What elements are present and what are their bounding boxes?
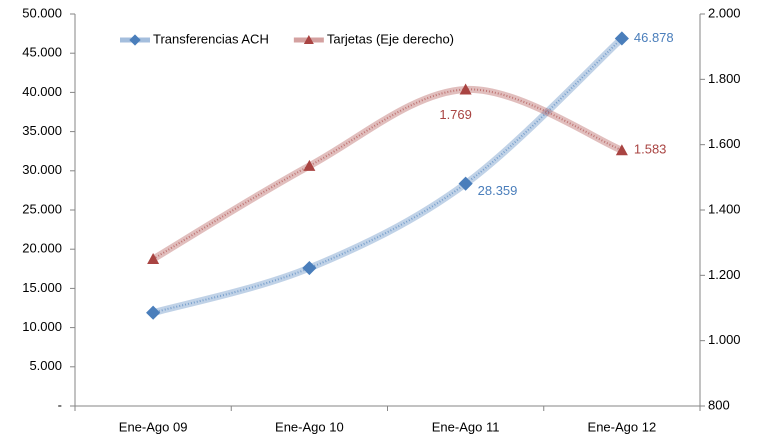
y-tick-label: 15.000 — [22, 280, 62, 295]
x-tick-label: Ene-Ago 11 — [432, 419, 500, 434]
y2-tick-label: 1.600 — [708, 136, 741, 151]
data-label: 46.878 — [634, 30, 674, 45]
y2-tick-label: 1.200 — [708, 267, 741, 282]
series-line — [152, 88, 623, 260]
data-label: 28.359 — [478, 183, 518, 198]
marker — [459, 83, 472, 95]
y-tick-label: 40.000 — [22, 84, 62, 99]
legend-label: Transferencias ACH — [153, 31, 269, 46]
x-tick-label: Ene-Ago 12 — [588, 419, 657, 434]
series-line — [152, 37, 623, 314]
data-label: 1.583 — [634, 142, 667, 157]
marker — [146, 305, 161, 320]
marker — [458, 176, 473, 191]
data-label: 1.769 — [439, 107, 472, 122]
y-tick-label: 35.000 — [22, 123, 62, 138]
y2-tick-label: 1.400 — [708, 201, 741, 216]
y2-tick-label: 800 — [708, 397, 730, 412]
line-halo — [152, 35, 625, 317]
y-tick-label: 25.000 — [22, 201, 62, 216]
y-tick-label: 10.000 — [22, 319, 62, 334]
x-tick-label: Ene-Ago 09 — [119, 419, 188, 434]
marker — [615, 144, 628, 156]
y2-tick-label: 1.800 — [708, 71, 741, 86]
legend-marker — [303, 35, 314, 44]
y-tick-label: 30.000 — [22, 162, 62, 177]
marker — [614, 31, 629, 46]
x-tick-label: Ene-Ago 10 — [275, 419, 344, 434]
marker — [303, 159, 316, 171]
marker — [302, 260, 317, 276]
marker — [147, 253, 160, 264]
y-tick-label: 45.000 — [22, 45, 62, 60]
legend-label: Tarjetas (Eje derecho) — [327, 31, 454, 46]
y-tick-label: - — [58, 397, 62, 412]
y2-tick-label: 2.000 — [708, 5, 741, 20]
y2-tick-label: 1.000 — [708, 332, 741, 347]
legend-marker — [129, 34, 141, 46]
y-tick-label: 20.000 — [22, 241, 62, 256]
y-tick-label: 50.000 — [22, 5, 62, 20]
y-tick-label: 5.000 — [29, 358, 62, 373]
